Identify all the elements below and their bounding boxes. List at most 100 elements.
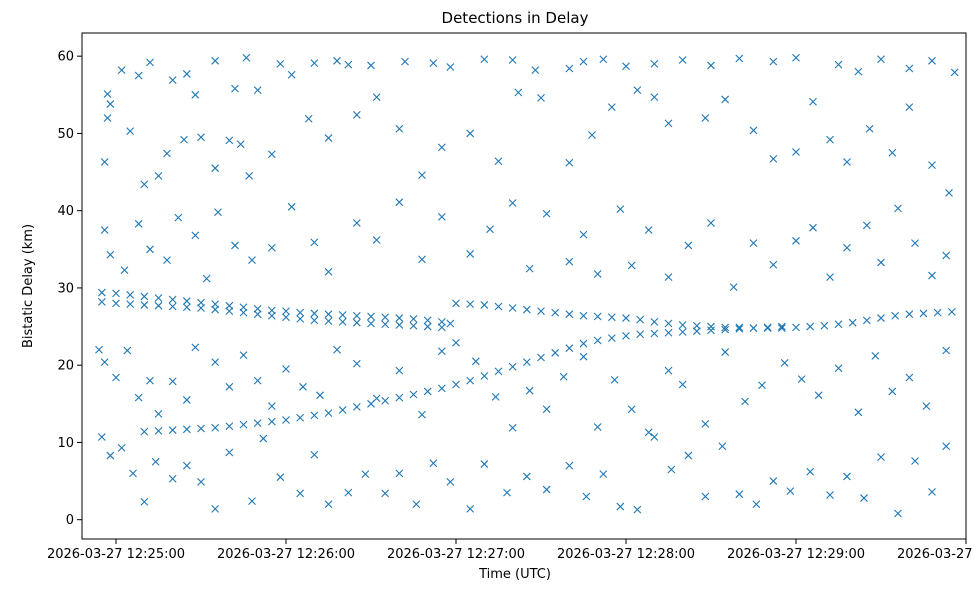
data-point (324, 267, 333, 276)
data-point (211, 305, 220, 314)
data-point (480, 460, 489, 468)
data-point (367, 319, 375, 328)
data-point (182, 70, 191, 78)
data-point (582, 492, 591, 501)
data-point (928, 56, 936, 65)
data-point (333, 56, 341, 65)
data-point (749, 324, 758, 332)
data-point (667, 465, 676, 474)
data-point (579, 57, 588, 66)
data-point (296, 308, 305, 317)
data-point (650, 318, 659, 326)
data-point (525, 386, 534, 395)
data-point (154, 409, 163, 418)
data-point (395, 393, 404, 402)
data-point (372, 93, 381, 102)
data-point (806, 322, 815, 331)
data-point (103, 114, 112, 122)
data-point (236, 140, 245, 149)
data-point (877, 258, 885, 267)
data-point (168, 377, 177, 386)
data-point (296, 489, 305, 498)
data-point (310, 238, 319, 247)
data-point (372, 236, 381, 244)
data-point (865, 124, 874, 133)
data-point (372, 394, 381, 403)
data-point (945, 189, 953, 197)
data-point (134, 219, 143, 228)
data-point (97, 297, 106, 306)
data-point (129, 469, 137, 478)
data-point (848, 318, 857, 327)
data-point (197, 304, 205, 312)
data-point (395, 321, 404, 329)
data-point (168, 426, 177, 434)
data-point (565, 344, 574, 353)
data-point (182, 461, 191, 470)
data-points (95, 53, 959, 518)
data-point (650, 93, 659, 102)
data-point (324, 134, 333, 142)
data-point (401, 57, 409, 66)
data-point (826, 491, 834, 499)
data-point (106, 100, 115, 108)
data-point (905, 64, 914, 73)
data-point (537, 353, 545, 362)
data-point (437, 143, 446, 152)
data-point (282, 365, 290, 373)
data-point (911, 457, 919, 465)
data-point (253, 376, 262, 385)
data-point (191, 343, 200, 352)
data-point (423, 322, 432, 331)
data-point (310, 316, 319, 325)
data-point (860, 494, 868, 502)
y-tick-label: 40 (57, 204, 74, 219)
data-point (163, 149, 171, 158)
data-point (769, 57, 778, 66)
data-point (928, 161, 936, 169)
data-point (607, 313, 616, 322)
data-point (820, 321, 829, 330)
data-point (106, 451, 115, 460)
data-point (296, 413, 305, 422)
data-point (282, 313, 290, 322)
data-point (752, 500, 761, 509)
data-point (551, 348, 560, 357)
data-point (140, 427, 149, 436)
data-point (707, 322, 715, 331)
data-point (446, 319, 455, 328)
x-tick-label: 2026-03-27 12:26:00 (217, 547, 355, 562)
data-point (701, 492, 710, 501)
data-point (664, 319, 673, 328)
data-point (103, 90, 112, 98)
data-point (296, 314, 305, 323)
data-point (352, 110, 361, 119)
y-tick-label: 10 (57, 436, 74, 451)
data-point (780, 358, 789, 367)
data-point (633, 86, 642, 95)
data-point (352, 403, 361, 411)
data-point (154, 301, 163, 310)
data-point (211, 504, 220, 513)
data-point (843, 158, 851, 166)
data-point (197, 477, 205, 486)
series-track-ascending (140, 322, 786, 436)
data-point (333, 345, 341, 354)
data-point (862, 221, 871, 230)
data-point (522, 358, 531, 366)
data-point (911, 239, 919, 248)
data-point (324, 310, 333, 319)
data-point (466, 376, 475, 385)
data-point (452, 380, 460, 389)
data-point (494, 302, 503, 311)
data-point (146, 58, 154, 67)
data-point (225, 307, 234, 315)
data-point (214, 208, 222, 217)
data-point (749, 126, 758, 135)
data-point (565, 64, 574, 73)
data-point (678, 380, 687, 389)
data-point (168, 295, 177, 304)
data-point (123, 346, 132, 355)
data-point (508, 423, 517, 432)
data-point (231, 241, 239, 250)
